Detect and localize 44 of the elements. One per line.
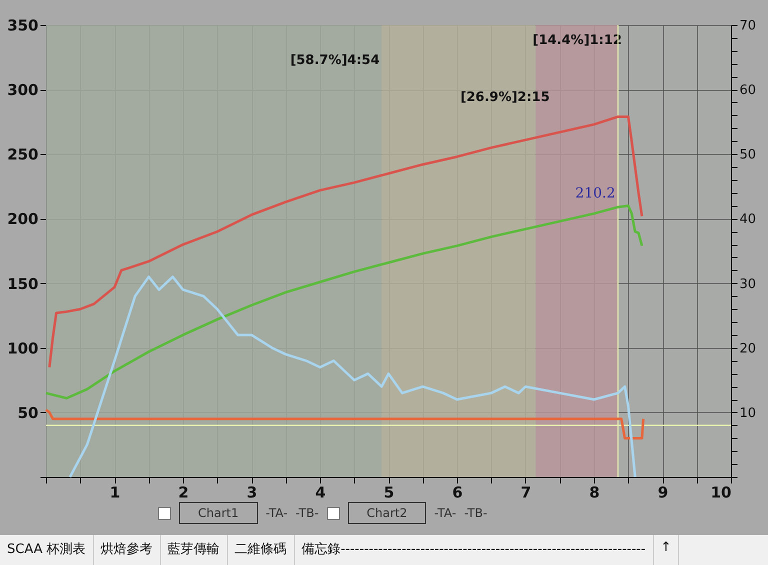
y-tick-label: 350 xyxy=(7,16,38,34)
text: -TB- xyxy=(464,506,488,520)
x-tick-label: 8 xyxy=(589,484,600,502)
y2-tick-label: 40 xyxy=(740,212,756,228)
x-tick-label: 10 xyxy=(710,484,732,502)
x-tick-label: 6 xyxy=(452,484,463,502)
x-tick-label: 3 xyxy=(246,484,258,502)
band-label: [26.9%]2:15 xyxy=(460,90,550,105)
y-tick-label: 150 xyxy=(7,274,38,293)
y2-tick-label: 60 xyxy=(740,83,756,98)
y2-tick-label: 10 xyxy=(740,406,756,421)
x-tick-label: 9 xyxy=(658,484,668,502)
y2-tick-label: 50 xyxy=(740,148,756,163)
annotation: 210.2 xyxy=(575,186,616,202)
y2-tick-label: 70 xyxy=(740,18,756,34)
y-tick-label: 250 xyxy=(7,146,38,164)
y2-tick-label: 30 xyxy=(740,276,756,292)
text: 備忘錄----------------------------------------------------------------- xyxy=(294,535,654,565)
y-tick-label: 100 xyxy=(7,339,38,358)
band-label: [14.4%]1:12 xyxy=(532,33,622,48)
x-tick-label: 1 xyxy=(110,484,120,502)
caption: Chart2 xyxy=(348,502,426,524)
x-tick-label: 7 xyxy=(520,484,532,502)
x-tick-label: 4 xyxy=(315,484,326,502)
text: -TB- xyxy=(296,506,319,520)
x-tick-label: 2 xyxy=(178,484,189,502)
text: 藍芽傳輸 xyxy=(160,535,228,565)
text: 烘焙參考 xyxy=(94,535,161,565)
y2-tick-label: 20 xyxy=(740,341,756,356)
text: SCAA 杯測表 xyxy=(0,535,94,565)
band-label: [58.7%]4:54 xyxy=(290,53,380,68)
text: -TA- xyxy=(266,506,288,520)
y-tick-label: 300 xyxy=(7,81,38,100)
caption: Chart1 xyxy=(179,502,258,524)
line-series xyxy=(44,204,644,400)
text: -TA- xyxy=(434,506,456,520)
line-series xyxy=(44,408,645,440)
line-series xyxy=(48,115,644,368)
y-tick-label: 200 xyxy=(7,210,38,228)
text: ↑ xyxy=(654,535,680,565)
y-tick-label: 50 xyxy=(18,404,38,422)
text: 二維條碼 xyxy=(228,535,295,565)
line-series xyxy=(68,276,636,478)
x-tick-label: 5 xyxy=(384,484,394,502)
